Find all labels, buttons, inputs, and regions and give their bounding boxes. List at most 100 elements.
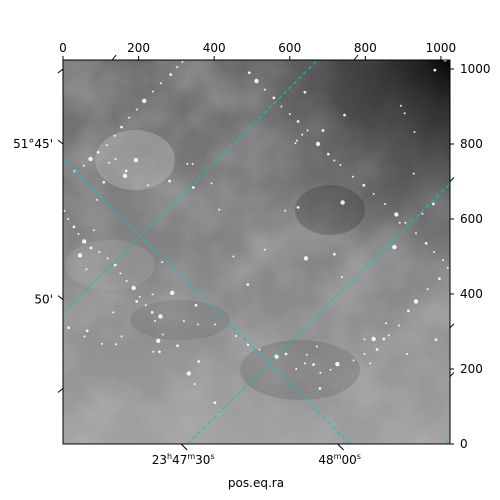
star	[96, 198, 99, 201]
star	[362, 183, 366, 187]
star	[254, 78, 259, 84]
left-tick-label: 50'	[34, 293, 53, 307]
star	[144, 304, 147, 307]
star	[158, 314, 163, 319]
star	[131, 285, 136, 291]
star	[414, 232, 417, 235]
star	[306, 129, 309, 132]
left-tick	[57, 295, 64, 301]
star	[197, 360, 201, 363]
star	[77, 233, 80, 235]
star	[119, 272, 122, 275]
star	[161, 333, 164, 336]
star	[169, 73, 173, 77]
star	[446, 266, 449, 269]
bottom-tick-label: 48m​00s​	[318, 452, 361, 467]
top-minor-tick	[111, 54, 117, 61]
bottom-tick-label: 23h​47m​30s​	[152, 452, 215, 467]
bottom-ra-axis: 23h​47m​30s​ 48m​00s​	[152, 443, 361, 467]
star	[258, 348, 261, 351]
star	[77, 253, 83, 258]
star	[363, 338, 366, 341]
top-tick-label: 600	[278, 41, 301, 55]
star	[136, 108, 139, 111]
star	[235, 335, 238, 337]
star	[352, 359, 355, 362]
star	[399, 104, 402, 107]
star	[339, 164, 342, 166]
star	[151, 293, 154, 296]
right-minor-tick	[449, 177, 455, 182]
star	[280, 105, 283, 108]
top-pixel-axis: 0 200 400 600 800 1000	[59, 41, 456, 61]
star	[232, 255, 235, 258]
star	[159, 82, 162, 85]
dec-grid-line	[0, 32, 33, 445]
right-tick-label: 1000	[460, 62, 491, 76]
star	[105, 144, 108, 147]
star	[85, 329, 89, 333]
right-tick-label: 600	[460, 212, 483, 226]
left-tick-label: 51°45'	[13, 137, 53, 151]
star	[305, 353, 308, 356]
star	[194, 303, 198, 307]
plot-frame	[62, 59, 451, 445]
star	[168, 179, 171, 183]
star	[295, 139, 298, 142]
star	[181, 60, 184, 63]
star	[151, 90, 154, 93]
star	[412, 172, 415, 175]
star	[288, 113, 291, 115]
star	[375, 348, 379, 351]
top-tick-label: 800	[354, 41, 377, 55]
star	[303, 256, 309, 261]
right-pixel-axis: 0 200 400 600 800 1000	[449, 62, 491, 451]
star	[433, 68, 437, 72]
star	[128, 116, 131, 119]
star	[443, 60, 448, 62]
star	[274, 354, 279, 359]
star	[318, 387, 322, 390]
star	[120, 335, 123, 338]
star	[153, 320, 156, 322]
star	[404, 221, 407, 224]
star	[96, 150, 100, 154]
star	[114, 343, 117, 346]
star	[89, 246, 93, 250]
star	[326, 152, 330, 156]
star	[92, 229, 95, 232]
star	[333, 159, 336, 162]
star	[340, 200, 345, 205]
star	[284, 209, 287, 212]
star	[413, 131, 416, 133]
star	[438, 277, 441, 281]
x-axis-label: pos.eq.ra	[228, 476, 284, 490]
star	[295, 368, 298, 370]
star	[407, 309, 410, 313]
star	[142, 98, 147, 104]
star	[442, 259, 445, 262]
ra-grid-line	[444, 438, 450, 444]
star	[351, 175, 354, 178]
star	[176, 344, 179, 348]
star	[218, 208, 221, 211]
star	[421, 212, 424, 215]
top-tick-label: 200	[127, 41, 150, 55]
star	[369, 362, 372, 365]
star	[315, 345, 318, 348]
bottom-tick	[337, 443, 344, 451]
star	[434, 338, 438, 342]
star	[152, 350, 155, 353]
star	[157, 350, 161, 354]
star	[81, 239, 87, 244]
star	[147, 184, 150, 187]
left-tick	[57, 139, 64, 145]
star	[303, 362, 306, 365]
star	[102, 180, 106, 184]
star	[329, 368, 332, 371]
star	[135, 300, 139, 303]
top-minor-tick	[353, 54, 359, 61]
star	[301, 133, 304, 136]
star	[182, 320, 185, 322]
star	[67, 326, 71, 330]
